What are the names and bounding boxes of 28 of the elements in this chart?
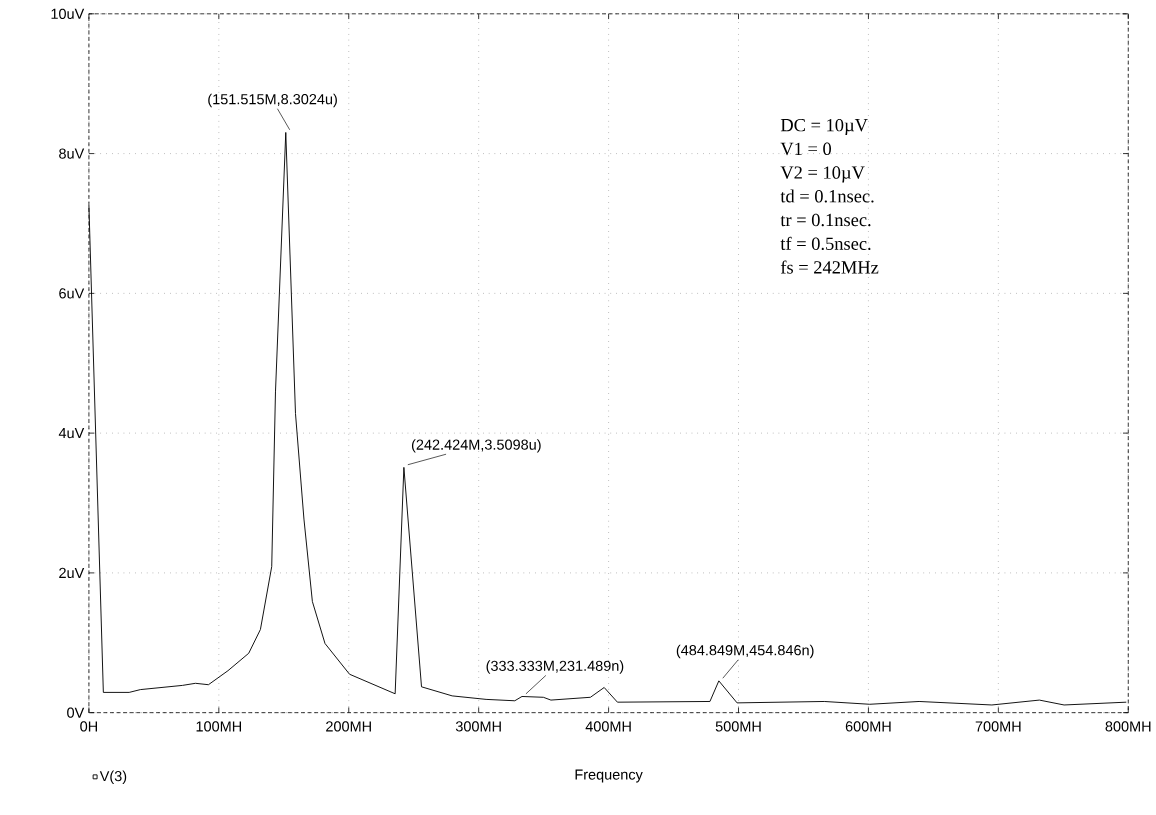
y-tick-label: 4uV <box>58 428 85 439</box>
y-tick-label: 0V <box>67 707 85 718</box>
annotation: tr = 0.1nsec. <box>780 213 871 227</box>
x-tick-label: 400MH <box>585 721 631 732</box>
x-tick-label: 300MH <box>455 721 501 732</box>
x-tick-label: 200MH <box>326 721 371 732</box>
x-axis-title: Frequency <box>575 769 643 783</box>
annotation: (484.849M,454.846n) <box>676 644 814 659</box>
annotation: (151.515M,8.3024u) <box>208 93 337 108</box>
legend-label: V(3) <box>99 770 127 785</box>
x-tick-label: 0H <box>80 721 97 732</box>
x-tick-label: 100MH <box>196 721 241 732</box>
annotation: V2 = 10µV <box>780 166 865 183</box>
y-tick-label: 10uV <box>51 8 85 19</box>
annotation: (242.424M,3.5098u) <box>411 439 541 453</box>
x-tick-label: 700MH <box>975 721 1021 732</box>
annotation: (333.333M,231.489n) <box>486 660 624 674</box>
annotation: tf = 0.5nsec. <box>780 236 871 250</box>
annotation: V1 = 0 <box>780 142 832 156</box>
y-tick-label: 2uV <box>59 567 85 578</box>
y-tick-label: 6uV <box>59 288 85 299</box>
x-tick-label: 500MH <box>715 721 761 732</box>
annotation: DC = 10µV <box>780 118 868 136</box>
y-tick-label: 8uV <box>59 148 85 159</box>
annotation: fs = 242MHz <box>780 260 879 274</box>
annotation: td = 0.1nsec. <box>780 189 874 203</box>
x-tick-label: 800MH <box>1105 721 1151 732</box>
x-tick-label: 600MH <box>845 721 891 732</box>
